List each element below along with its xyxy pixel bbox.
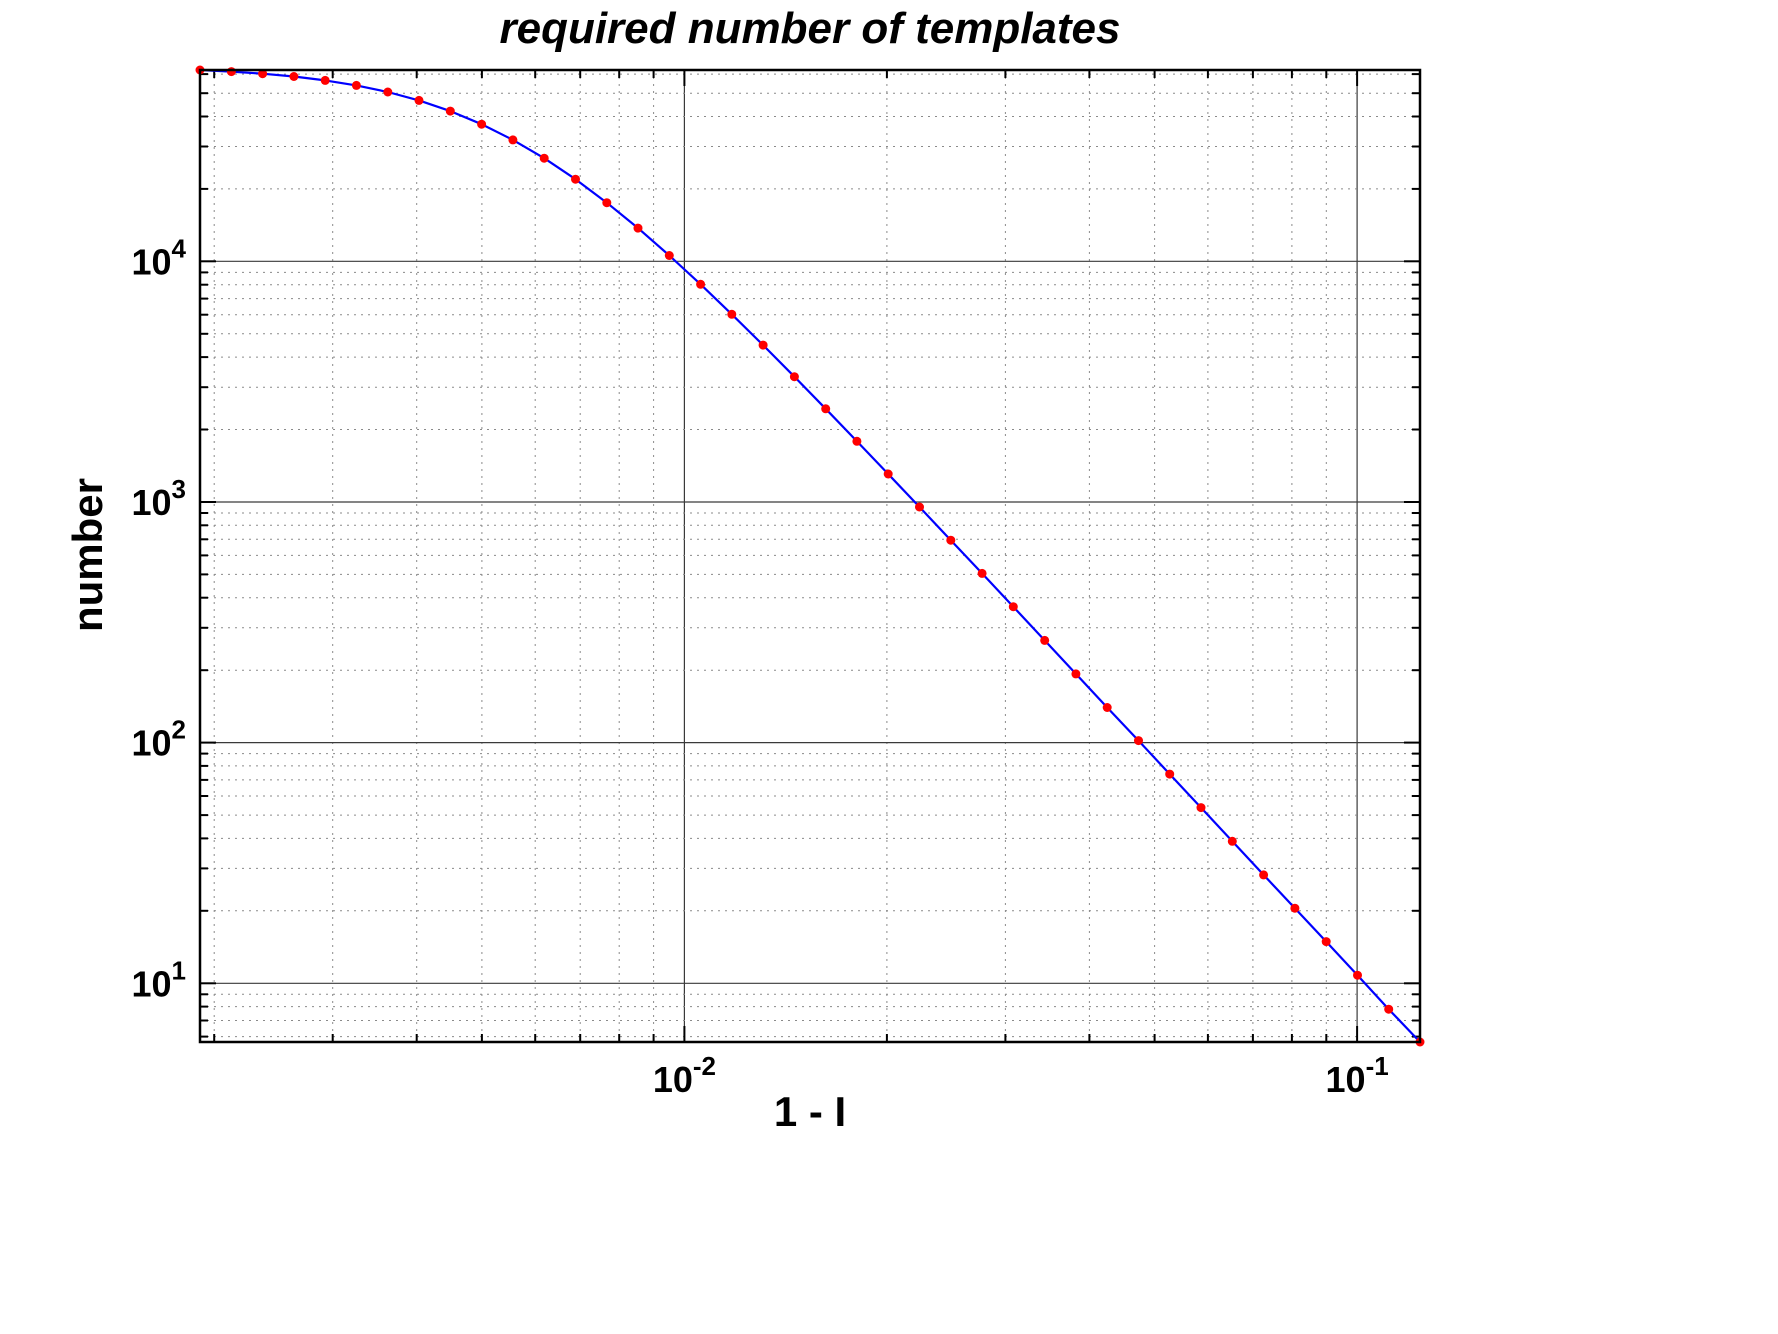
data-marker — [1165, 769, 1175, 779]
data-marker — [226, 67, 236, 77]
tick-label: 10-2 — [653, 1051, 716, 1100]
tick-label: 104 — [131, 233, 186, 282]
data-marker — [602, 198, 612, 208]
data-marker — [1196, 803, 1206, 813]
data-marker — [1259, 870, 1269, 880]
data-marker — [1102, 703, 1112, 712]
data-marker — [289, 72, 299, 81]
data-marker — [915, 502, 924, 512]
chart-title: required number of templates — [499, 4, 1121, 53]
data-marker — [946, 535, 956, 545]
data-marker — [1321, 937, 1331, 947]
data-marker — [1008, 602, 1018, 612]
data-marker — [664, 251, 674, 260]
data-marker — [1134, 736, 1143, 746]
tick-label: 103 — [131, 474, 186, 523]
data-marker — [852, 436, 862, 446]
data-marker — [1353, 970, 1362, 980]
data-marker — [696, 279, 706, 289]
data-marker — [477, 119, 487, 129]
data-marker — [258, 69, 268, 79]
data-marker — [571, 174, 580, 184]
data-marker — [1384, 1004, 1394, 1014]
data-marker — [351, 80, 361, 90]
data-marker — [508, 135, 518, 145]
tick-label: 10-1 — [1326, 1051, 1389, 1100]
data-marker — [1040, 635, 1050, 645]
data-marker — [539, 153, 549, 163]
data-marker — [977, 568, 987, 578]
x-axis-label: 1 - I — [773, 1088, 847, 1135]
data-marker — [633, 223, 643, 233]
data-line — [199, 68, 1421, 1043]
data-marker — [1227, 836, 1237, 846]
data-marker — [758, 340, 768, 350]
data-marker — [1071, 669, 1081, 679]
data-marker — [414, 95, 424, 105]
data-marker — [1290, 903, 1300, 913]
y-axis-label: number — [64, 477, 111, 633]
tick-label: 101 — [131, 955, 186, 1004]
data-marker — [445, 106, 455, 116]
data-marker — [320, 75, 330, 85]
data-marker — [883, 469, 893, 479]
tick-label: 102 — [131, 715, 186, 764]
data-marker — [789, 372, 799, 382]
data-marker — [383, 87, 393, 97]
data-marker — [821, 404, 831, 414]
data-marker — [727, 309, 737, 319]
